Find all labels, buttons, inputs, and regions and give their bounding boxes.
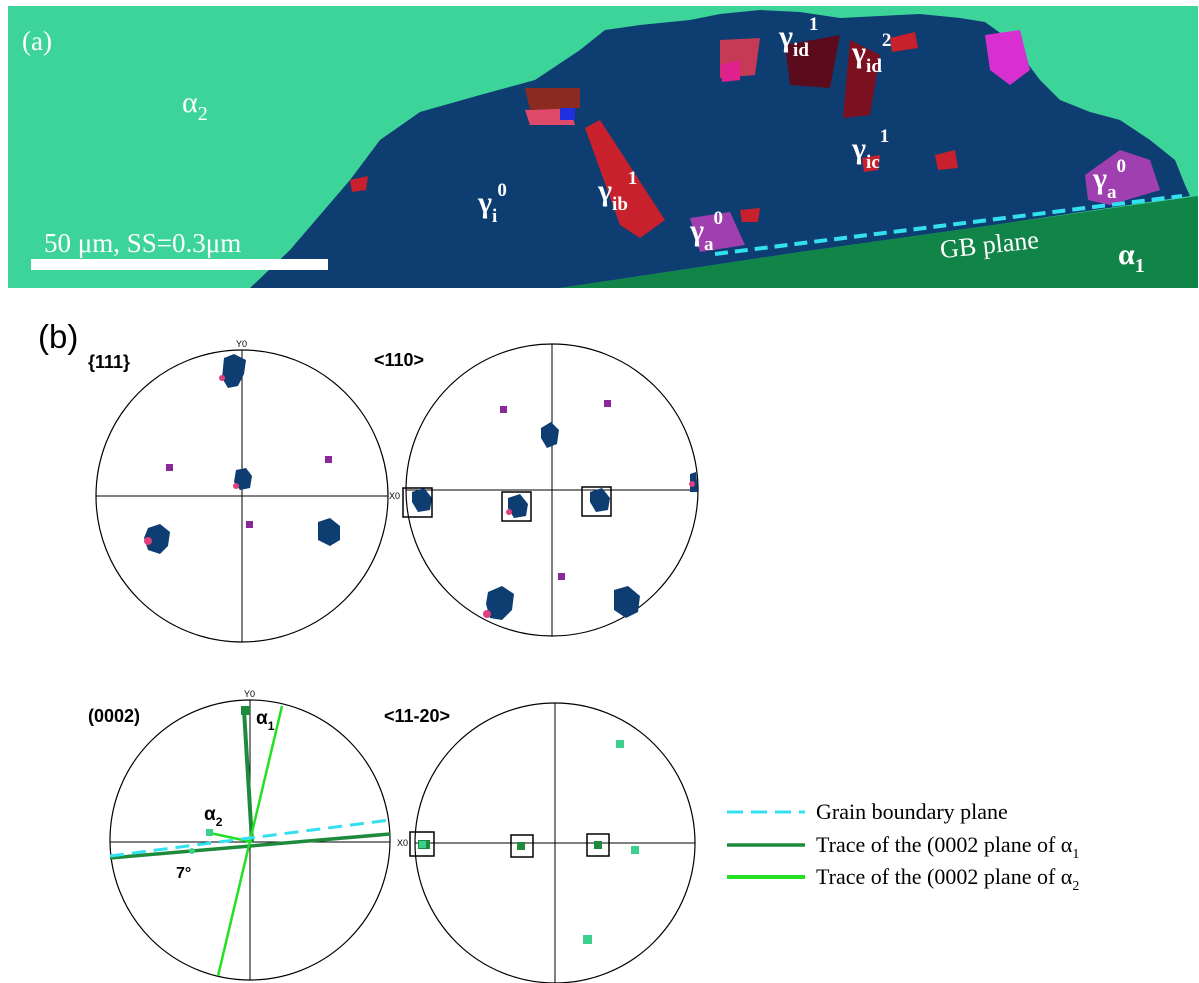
label-gamma-i0: γi0 [477, 180, 507, 227]
pole-figure-11-20: <11-20> X0 [384, 702, 696, 983]
scale-bar-label: 50 μm, SS=0.3μm [44, 228, 241, 258]
legend-label-alpha2-trace: Trace of the (0002 plane of α2 [816, 864, 1079, 894]
twin-gamma-id1 [785, 35, 840, 88]
pole-highlight-box [510, 834, 534, 858]
twin-gamma-ib [585, 120, 665, 238]
pole-highlight-box [501, 491, 532, 522]
pf-0002-y-label: Y0 [244, 689, 255, 699]
pole-alpha2 [583, 935, 592, 944]
alpha2-lower-left [8, 270, 250, 288]
pole-highlight-box [409, 831, 435, 857]
annotation-angle: 7° [176, 865, 191, 882]
pole-gamma-minor [604, 400, 611, 407]
pole-gamma-matrix [541, 422, 559, 448]
pole-gamma-minor [558, 573, 565, 580]
pole-figure-111: {111} Y0 X0 [88, 339, 400, 643]
legend-label-gb-plane: Grain boundary plane [816, 799, 1008, 824]
pole-gamma-twin [219, 375, 225, 381]
pole-gamma-matrix [590, 488, 610, 512]
twin-brown [525, 88, 580, 110]
label-alpha2: α2 [182, 86, 208, 125]
legend-label-alpha1-trace: Trace of the (0002 plane of α1 [816, 832, 1079, 862]
pole-alpha2 [419, 841, 426, 848]
pole-gamma-matrix [318, 518, 340, 546]
pf-111-y-label: Y0 [236, 339, 247, 349]
gb-plane-trace [714, 194, 1183, 256]
twin-red-small-1 [350, 176, 368, 192]
pole-figure-110: <110> [374, 343, 699, 637]
pole-alpha1 [241, 706, 250, 715]
pole-gamma-twin [233, 483, 239, 489]
twin-gamma-id2 [843, 40, 880, 118]
twin-blue-small [560, 108, 575, 120]
pole-gamma-matrix [486, 586, 514, 620]
panel-b-label: (b) [38, 318, 78, 355]
panel-a-label: (a) [22, 26, 52, 56]
twin-red-small-4 [935, 150, 958, 170]
label-gamma-ib1: γib1 [597, 168, 637, 215]
pole-gamma-matrix [222, 354, 246, 388]
twin-magenta-right [1085, 150, 1160, 205]
pole-gamma-matrix [508, 494, 528, 518]
twin-red-small-5 [720, 60, 740, 82]
gb-plane-trace-pf [109, 818, 391, 858]
twin-magenta-top-right [985, 30, 1030, 85]
label-alpha1: α1 [1118, 238, 1145, 277]
pole-gamma-matrix [614, 586, 640, 618]
pole-highlight-box [402, 487, 433, 518]
pf-111-title: {111} [88, 352, 130, 372]
label-gamma-ic1: γic1 [851, 126, 889, 173]
pole-alpha1 [594, 841, 602, 849]
twin-red-small-6 [890, 32, 918, 52]
annotation-alpha1: α1 [256, 708, 275, 733]
label-gamma-a0-right: γa0 [1092, 156, 1126, 203]
alpha1-region [560, 196, 1198, 288]
pole-highlight-box [586, 833, 610, 857]
pole-gamma-minor [500, 406, 507, 413]
pf-1120-title: <11-20> [384, 706, 450, 726]
pole-gamma-minor [166, 464, 173, 471]
pole-alpha1 [517, 842, 525, 850]
pole-gamma-twin [689, 481, 695, 487]
pole-gamma-matrix [412, 488, 432, 512]
pole-alpha2 [616, 740, 624, 748]
twin-red-small-2 [862, 155, 880, 172]
pf-111-x-label: X0 [389, 491, 400, 501]
alpha1-trace-steep [242, 709, 254, 843]
pole-alpha2 [206, 829, 213, 836]
alpha2-trace-short [209, 831, 253, 844]
pole-highlight-box [581, 486, 612, 517]
pole-gamma-minor [325, 456, 332, 463]
twin-magenta-left [690, 212, 745, 252]
pole-gamma-twin [483, 610, 491, 618]
scale-bar [31, 259, 328, 270]
annotation-alpha2: α2 [204, 804, 223, 829]
twin-red-small-3 [740, 208, 760, 222]
pole-alpha2 [631, 846, 639, 854]
pf-110-poles [402, 400, 698, 620]
pole-gamma-matrix [144, 524, 170, 554]
pf-110-title: <110> [374, 350, 424, 370]
pole-alpha2-small [189, 848, 195, 854]
pf-1120-x-label: X0 [397, 838, 408, 848]
legend: Grain boundary plane Trace of the (0002 … [727, 799, 1079, 894]
pf-111-poles [144, 354, 340, 554]
label-gamma-a0-left: γa0 [689, 208, 723, 255]
panel-a-ebsd-map: 50 μm, SS=0.3μm (a) GB plane α2 α1 γi0 γ… [8, 6, 1198, 288]
label-gamma-id1: γid1 [778, 14, 818, 61]
pf-0002-title: (0002) [88, 706, 140, 726]
pole-gamma-twin [506, 509, 512, 515]
pole-gamma-minor [246, 521, 253, 528]
label-gamma-id2: γid2 [851, 30, 891, 77]
pole-gamma-twin [144, 537, 152, 545]
pole-figure-0002: (0002) Y0 α1 α2 7° [88, 689, 391, 981]
